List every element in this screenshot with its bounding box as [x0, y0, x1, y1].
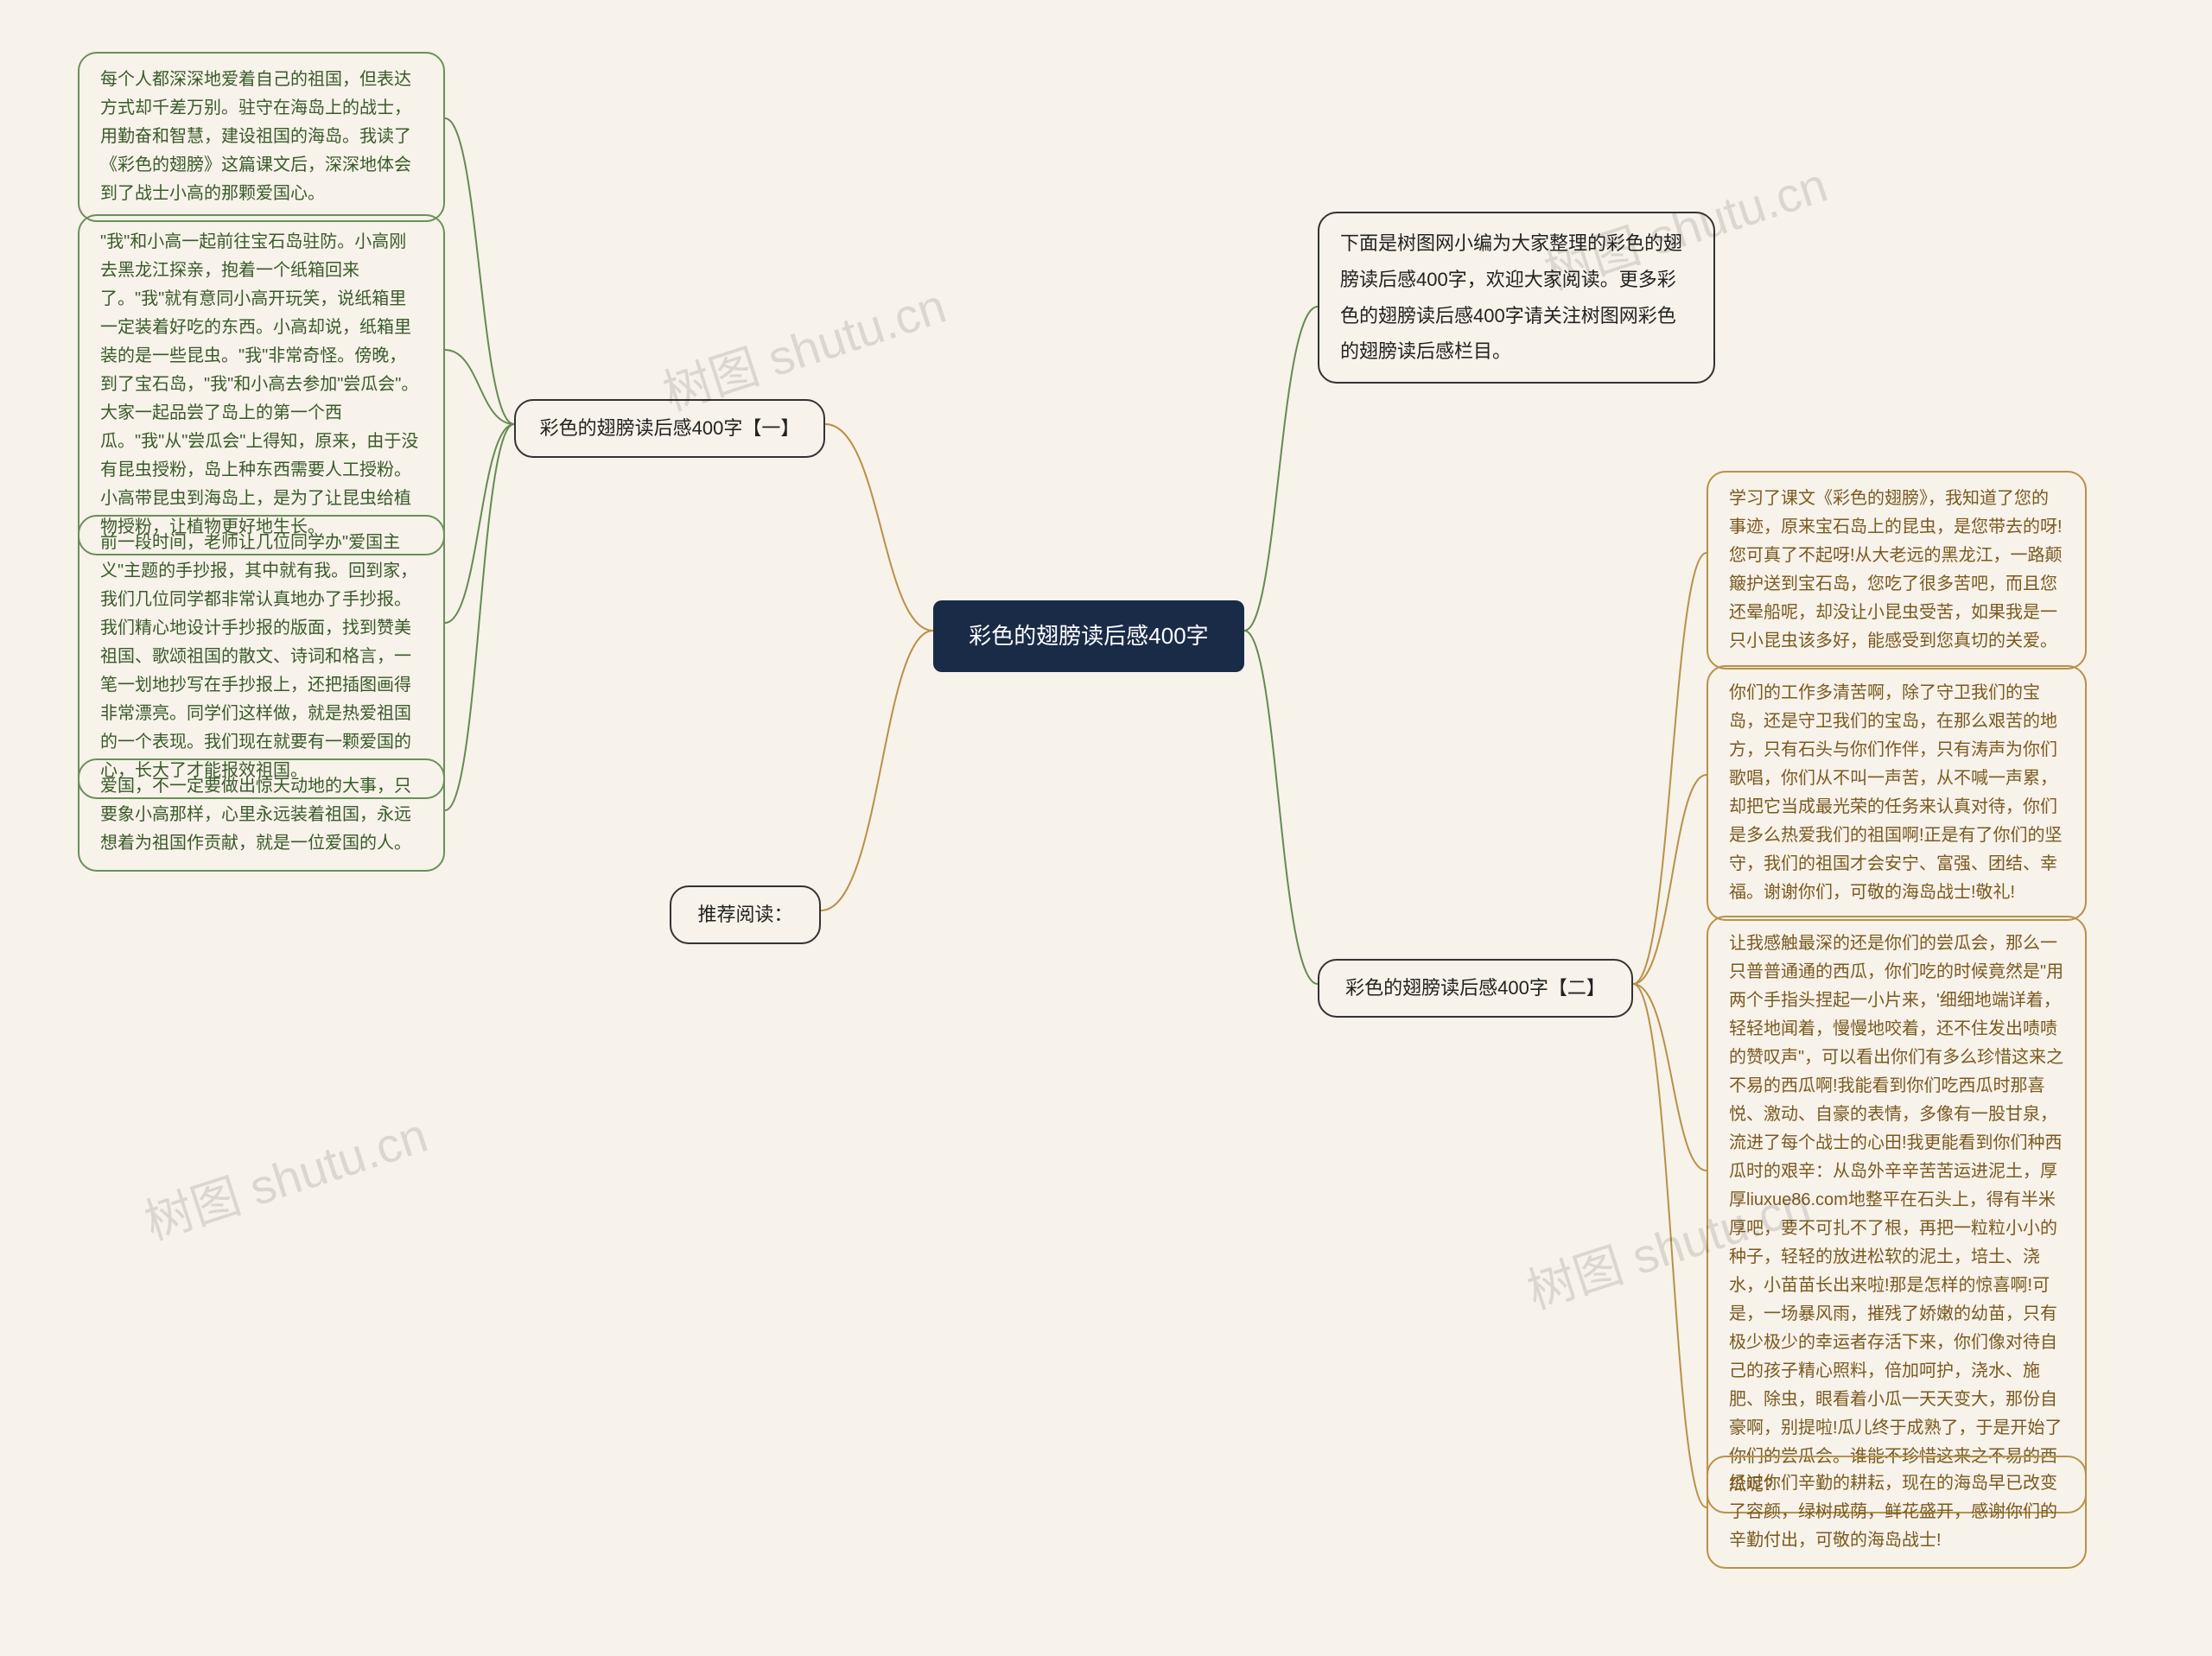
- edge-b2-leaf4: [1633, 984, 1707, 1507]
- watermark: 树图 shutu.cn: [135, 1097, 435, 1254]
- edge-b1-leaf1: [445, 118, 514, 424]
- edge-b2-leaf1: [1633, 553, 1707, 984]
- branch-one-label: 彩色的翅膀读后感400字【一】: [540, 417, 800, 439]
- leaf-b1-3[interactable]: 前一段时间，老师让几位同学办"爱国主义"主题的手抄报，其中就有我。回到家，我们几…: [78, 515, 445, 799]
- branch-one-node[interactable]: 彩色的翅膀读后感400字【一】: [514, 399, 825, 458]
- leaf-text: 你们的工作多清苦啊，除了守卫我们的宝岛，还是守卫我们的宝岛，在那么艰苦的地方，只…: [1729, 683, 2063, 902]
- leaf-text: 让我感触最深的还是你们的尝瓜会，那么一只普普通通的西瓜，你们吃的时候竟然是"用两…: [1729, 934, 2063, 1494]
- edge-root-rec: [821, 631, 933, 910]
- branch-rec-node[interactable]: 推荐阅读：: [670, 885, 821, 944]
- edge-root-intro: [1244, 307, 1318, 631]
- branch-rec-label: 推荐阅读：: [697, 904, 792, 925]
- edge-root-branch2: [1244, 631, 1318, 984]
- leaf-b2-1[interactable]: 学习了课文《彩色的翅膀》，我知道了您的事迹，原来宝石岛上的昆虫，是您带去的呀!您…: [1707, 471, 2087, 669]
- intro-text: 下面是树图网小编为大家整理的彩色的翅膀读后感400字，欢迎大家阅读。更多彩色的翅…: [1340, 232, 1682, 362]
- leaf-b1-1[interactable]: 每个人都深深地爱着自己的祖国，但表达方式却千差万别。驻守在海岛上的战士，用勤奋和…: [78, 52, 445, 222]
- leaf-text: 爱国，不一定要做出惊天动地的大事，只要象小高那样，心里永远装着祖国，永远想着为祖…: [100, 777, 411, 853]
- leaf-b2-2[interactable]: 你们的工作多清苦啊，除了守卫我们的宝岛，还是守卫我们的宝岛，在那么艰苦的地方，只…: [1707, 665, 2087, 921]
- edge-b2-leaf2: [1633, 775, 1707, 984]
- leaf-b2-4[interactable]: 经过你们辛勤的耕耘，现在的海岛早已改变了容颜，绿树成荫，鲜花盛开，感谢你们的辛勤…: [1707, 1456, 2087, 1569]
- branch-two-node[interactable]: 彩色的翅膀读后感400字【二】: [1318, 959, 1633, 1018]
- edge-root-branch1: [825, 424, 933, 631]
- leaf-b1-2[interactable]: "我"和小高一起前往宝石岛驻防。小高刚去黑龙江探亲，抱着一个纸箱回来了。"我"就…: [78, 214, 445, 555]
- leaf-b1-4[interactable]: 爱国，不一定要做出惊天动地的大事，只要象小高那样，心里永远装着祖国，永远想着为祖…: [78, 758, 445, 872]
- leaf-text: 每个人都深深地爱着自己的祖国，但表达方式却千差万别。驻守在海岛上的战士，用勤奋和…: [100, 70, 411, 203]
- root-node[interactable]: 彩色的翅膀读后感400字: [933, 600, 1244, 672]
- edge-b1-leaf4: [445, 424, 514, 810]
- leaf-b2-3[interactable]: 让我感触最深的还是你们的尝瓜会，那么一只普普通通的西瓜，你们吃的时候竟然是"用两…: [1707, 916, 2087, 1513]
- edge-b1-leaf3: [445, 424, 514, 623]
- leaf-text: 前一段时间，老师让几位同学办"爱国主义"主题的手抄报，其中就有我。回到家，我们几…: [100, 533, 417, 780]
- leaf-text: 经过你们辛勤的耕耘，现在的海岛早已改变了容颜，绿树成荫，鲜花盛开，感谢你们的辛勤…: [1729, 1474, 2057, 1550]
- branch-two-label: 彩色的翅膀读后感400字【二】: [1345, 977, 1605, 999]
- leaf-text: "我"和小高一起前往宝石岛驻防。小高刚去黑龙江探亲，抱着一个纸箱回来了。"我"就…: [100, 232, 418, 536]
- leaf-text: 学习了课文《彩色的翅膀》，我知道了您的事迹，原来宝石岛上的昆虫，是您带去的呀!您…: [1729, 489, 2063, 650]
- intro-node[interactable]: 下面是树图网小编为大家整理的彩色的翅膀读后感400字，欢迎大家阅读。更多彩色的翅…: [1318, 212, 1715, 384]
- edge-b2-leaf3: [1633, 984, 1707, 1171]
- root-label: 彩色的翅膀读后感400字: [969, 623, 1208, 649]
- edge-b1-leaf2: [445, 350, 514, 424]
